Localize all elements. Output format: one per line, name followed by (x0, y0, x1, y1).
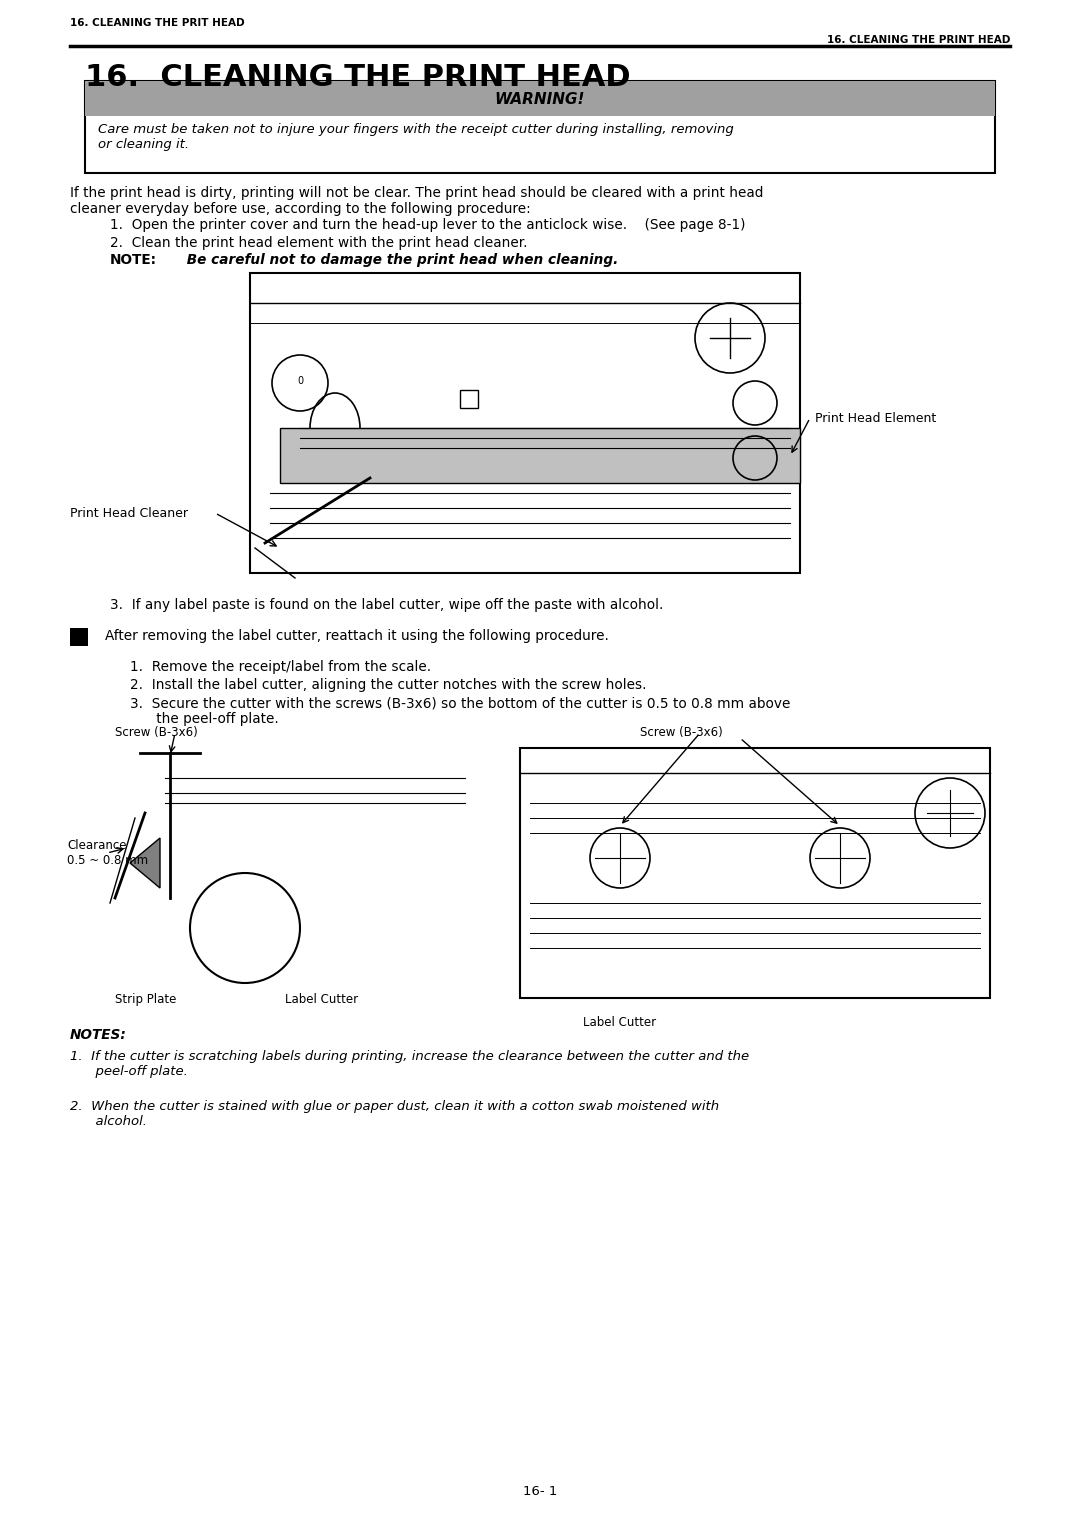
Text: WARNING!: WARNING! (495, 92, 585, 107)
Text: 16. CLEANING THE PRINT HEAD: 16. CLEANING THE PRINT HEAD (826, 35, 1010, 44)
Text: Care must be taken not to injure your fingers with the receipt cutter during ins: Care must be taken not to injure your fi… (98, 122, 733, 151)
Text: Be careful not to damage the print head when cleaning.: Be careful not to damage the print head … (183, 254, 618, 267)
FancyBboxPatch shape (85, 81, 995, 173)
Bar (519, 749, 990, 998)
Text: 2.  Install the label cutter, aligning the cutter notches with the screw holes.: 2. Install the label cutter, aligning th… (130, 678, 647, 692)
Text: 1.  If the cutter is scratching labels during printing, increase the clearance b: 1. If the cutter is scratching labels du… (70, 1050, 750, 1077)
Text: 3.  Secure the cutter with the screws (B-3x6) so the bottom of the cutter is 0.5: 3. Secure the cutter with the screws (B-… (130, 695, 791, 726)
Bar (460, 390, 478, 408)
Text: Label Cutter: Label Cutter (285, 993, 359, 1005)
Text: Print Head Cleaner: Print Head Cleaner (70, 506, 188, 520)
Text: 16. CLEANING THE PRIT HEAD: 16. CLEANING THE PRIT HEAD (70, 18, 245, 28)
Text: Clearance
0.5 ~ 0.8 mm: Clearance 0.5 ~ 0.8 mm (67, 839, 148, 866)
Text: 2.  When the cutter is stained with glue or paper dust, clean it with a cotton s: 2. When the cutter is stained with glue … (70, 1100, 719, 1128)
Polygon shape (130, 837, 160, 888)
Text: 1.  Open the printer cover and turn the head-up lever to the anticlock wise.    : 1. Open the printer cover and turn the h… (110, 219, 745, 232)
Text: 1.  Remove the receipt/label from the scale.: 1. Remove the receipt/label from the sca… (130, 660, 431, 674)
Text: 0: 0 (297, 376, 303, 387)
Text: 2.  Clean the print head element with the print head cleaner.: 2. Clean the print head element with the… (110, 235, 527, 251)
Bar (280, 428, 800, 483)
Text: Label Cutter: Label Cutter (583, 1016, 657, 1028)
Text: Strip Plate: Strip Plate (114, 993, 176, 1005)
Text: 16.  CLEANING THE PRINT HEAD: 16. CLEANING THE PRINT HEAD (85, 63, 631, 92)
Bar (70, 628, 87, 646)
Text: 16- 1: 16- 1 (523, 1485, 557, 1497)
Text: After removing the label cutter, reattach it using the following procedure.: After removing the label cutter, reattac… (105, 630, 609, 643)
Text: 3.  If any label paste is found on the label cutter, wipe off the paste with alc: 3. If any label paste is found on the la… (110, 597, 663, 613)
FancyBboxPatch shape (85, 81, 995, 116)
Text: Screw (B-3x6): Screw (B-3x6) (640, 726, 723, 740)
Text: NOTES:: NOTES: (70, 1028, 126, 1042)
Text: NOTE:: NOTE: (110, 254, 157, 267)
Text: If the print head is dirty, printing will not be clear. The print head should be: If the print head is dirty, printing wil… (70, 186, 764, 215)
Text: Screw (B-3x6): Screw (B-3x6) (114, 726, 198, 740)
Text: Print Head Element: Print Head Element (815, 411, 936, 425)
Bar (249, 274, 800, 573)
